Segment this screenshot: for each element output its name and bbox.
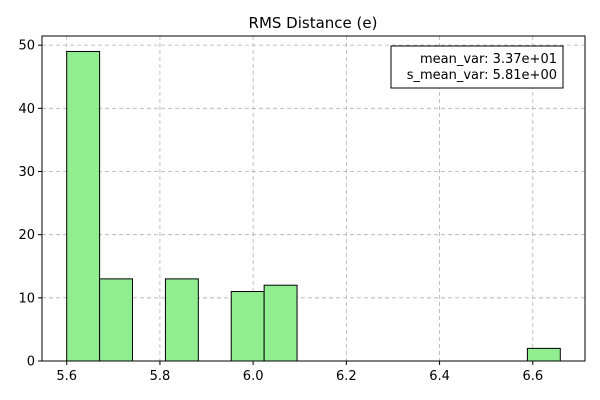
x-tick-label: 6.2 [336, 369, 357, 384]
axes-layer: 5.6 5.8 6.0 6.2 6.4 6.6 0 10 20 30 40 50 [18, 35, 586, 384]
histogram-bar [263, 284, 298, 362]
y-tick-label: 50 [18, 39, 35, 54]
histogram-bar [164, 278, 199, 362]
chart-title: RMS Distance (e) [249, 14, 378, 32]
stats-s-mean-var: s_mean_var: 5.81e+00 [407, 68, 557, 83]
y-tick-label: 40 [18, 102, 35, 117]
y-tick-label: 30 [18, 165, 35, 180]
y-tick-label: 20 [18, 228, 35, 243]
histogram-bar [526, 347, 561, 362]
y-tick-label: 10 [18, 291, 35, 306]
x-tick-label: 6.4 [429, 369, 450, 384]
histogram-bar [66, 50, 101, 362]
x-tick-label: 6.6 [522, 369, 543, 384]
histogram-bar [230, 291, 265, 362]
stats-annotation-box: mean_var: 3.37e+01 s_mean_var: 5.81e+00 [390, 45, 564, 89]
bars-layer [66, 50, 561, 362]
x-tick-label: 6.0 [243, 369, 264, 384]
x-tick-label: 5.6 [56, 369, 77, 384]
axes-frame [41, 35, 586, 362]
stats-annotation-frame [390, 45, 564, 89]
histogram-bar [99, 278, 134, 362]
x-tick-label: 5.8 [150, 369, 171, 384]
stats-mean-var: mean_var: 3.37e+01 [420, 52, 557, 67]
y-tick-label: 0 [27, 355, 35, 370]
